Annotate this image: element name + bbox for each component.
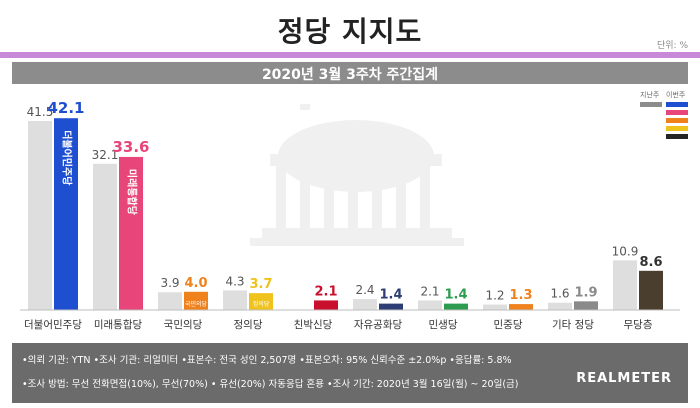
label-prev-9: 10.9	[612, 244, 639, 258]
bar-curr-4	[314, 300, 338, 310]
label-prev-2: 3.9	[160, 276, 179, 290]
header: 정당 지지도 단위: %	[0, 0, 700, 52]
bar-curr-9	[639, 270, 663, 310]
bar-prev-8	[548, 302, 572, 310]
bar-curr-5	[379, 303, 403, 310]
bar-curr-1	[119, 156, 143, 310]
subtitle-bar: 2020년 3월 3주차 주간집계	[12, 62, 688, 84]
category-label-5: 자유공화당	[354, 319, 403, 331]
label-curr-3: 3.7	[249, 277, 272, 292]
legend-swatch-curr-2	[666, 118, 688, 123]
bar-prev-6	[418, 300, 442, 310]
survey-info-line-2: •조사 방법: 무선 전화면접(10%), 무선(70%) • 유선(20%) …	[22, 379, 519, 390]
category-label-7: 민중당	[494, 319, 523, 331]
chart-title: 정당 지지도	[277, 15, 423, 48]
bar-text-3: 정의당	[253, 300, 270, 308]
legend-swatches	[640, 102, 688, 139]
bar-chart: 41.542.1더불어민주당더불어민주당32.133.6미래통합당미래통합당3.…	[20, 99, 680, 331]
bar-text-1: 미래통합당	[126, 169, 139, 216]
bar-curr-0	[54, 118, 78, 310]
legend-swatch-curr-1	[666, 110, 688, 115]
bar-curr-7	[509, 304, 533, 310]
label-curr-0: 42.1	[47, 99, 84, 117]
label-curr-8: 1.9	[574, 285, 597, 300]
legend-swatch-prev	[640, 102, 662, 107]
legend-curr-label: 이번주	[666, 91, 686, 99]
category-label-4: 친박신당	[294, 319, 333, 331]
survey-info-line-1: •의뢰 기관: YTN •조사 기관: 리얼미터 •표본수: 전국 성인 2,5…	[22, 355, 512, 366]
label-prev-3: 4.3	[225, 274, 244, 288]
bar-text-2: 국민의당	[185, 300, 208, 308]
bar-curr-3	[249, 293, 273, 310]
label-curr-4: 2.1	[314, 284, 337, 299]
bar-curr-6	[444, 303, 468, 310]
label-curr-2: 4.0	[184, 276, 207, 291]
legend-swatch-curr-0	[666, 102, 688, 107]
header-divider	[0, 52, 700, 58]
bar-curr-8	[574, 301, 598, 310]
category-label-0: 더불어민주당	[24, 319, 82, 331]
legend-swatch-curr-4	[666, 134, 688, 139]
bar-text-0: 더불어민주당	[61, 130, 74, 186]
background-dome-icon	[250, 104, 464, 246]
category-label-8: 기타 정당	[552, 319, 594, 331]
label-prev-7: 1.2	[485, 289, 504, 303]
label-prev-6: 2.1	[420, 284, 439, 298]
realmeter-logo: REALMETER	[576, 371, 672, 386]
category-label-6: 민생당	[429, 319, 458, 331]
bar-prev-2	[158, 292, 182, 310]
survey-info-box: •의뢰 기관: YTN •조사 기관: 리얼미터 •표본수: 전국 성인 2,5…	[12, 343, 688, 403]
label-curr-9: 8.6	[639, 255, 662, 270]
label-prev-0: 41.5	[27, 105, 54, 119]
bar-curr-2	[184, 291, 208, 310]
bar-prev-5	[353, 299, 377, 310]
category-label-9: 무당층	[624, 319, 653, 331]
label-prev-1: 32.1	[92, 148, 119, 162]
legend-prev-label: 지난주	[640, 91, 660, 99]
bar-prev-7	[483, 304, 507, 310]
label-curr-1: 33.6	[112, 138, 149, 156]
category-label-1: 미래통합당	[94, 319, 143, 331]
category-label-2: 국민의당	[164, 319, 203, 331]
label-curr-7: 1.3	[509, 288, 532, 303]
bar-prev-0	[28, 120, 52, 310]
category-label-3: 정의당	[234, 319, 263, 331]
legend-swatch-curr-3	[666, 126, 688, 131]
bar-prev-9	[613, 260, 637, 310]
bar-prev-1	[93, 163, 117, 310]
label-curr-5: 1.4	[379, 288, 402, 303]
bar-prev-3	[223, 290, 247, 310]
label-prev-5: 2.4	[355, 283, 374, 297]
label-curr-6: 1.4	[444, 288, 467, 303]
label-prev-8: 1.6	[550, 287, 569, 301]
unit-label: 단위: %	[656, 41, 688, 51]
chart-subtitle: 2020년 3월 3주차 주간집계	[261, 67, 439, 83]
